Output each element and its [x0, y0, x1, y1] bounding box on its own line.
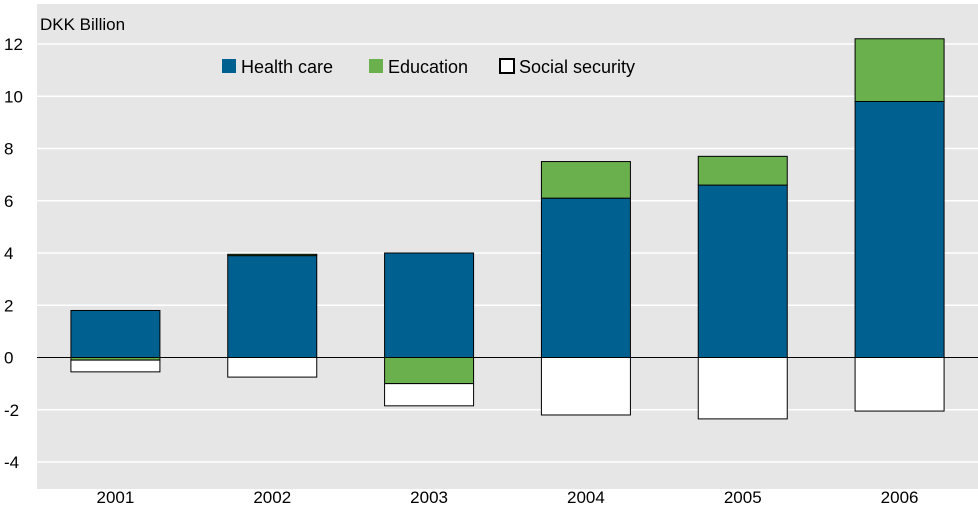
legend-label: Education: [388, 57, 468, 77]
bar-social-security-2006: [854, 357, 945, 412]
y-tick-label: -4: [4, 453, 19, 472]
bar-health-care-2001: [70, 309, 161, 359]
bar-social-security-2004: [540, 357, 631, 416]
y-tick-label: 0: [4, 349, 13, 368]
y-axis-ticks: -4 -2 0 2 4 6 8 10 12: [4, 35, 23, 472]
x-tick-label: 2001: [97, 488, 135, 507]
bar-health-care-2004: [540, 197, 631, 358]
y-tick-label: 4: [4, 244, 13, 263]
bar-health-care-2002: [227, 255, 318, 358]
legend-swatch: [369, 59, 383, 73]
plot-area: [37, 4, 978, 489]
legend-label: Health care: [241, 57, 333, 77]
bar-education-2002: [227, 253, 318, 257]
legend-swatch: [222, 59, 236, 73]
bar-education-2005: [697, 155, 788, 186]
x-tick-label: 2003: [410, 488, 448, 507]
x-axis-ticks: 2001 2002 2003 2004 2005 2006: [97, 488, 919, 507]
bar-education-2004: [540, 161, 631, 199]
x-tick-label: 2004: [567, 488, 605, 507]
y-tick-label: 8: [4, 140, 13, 159]
bar-education-2006: [854, 38, 945, 102]
bar-health-care-2005: [697, 184, 788, 358]
y-tick-label: 12: [4, 35, 23, 54]
bar-health-care-2006: [854, 100, 945, 358]
y-tick-label: -2: [4, 401, 19, 420]
gridlines: [37, 43, 978, 463]
legend: Health care Education Social security: [222, 57, 635, 77]
x-tick-label: 2002: [253, 488, 291, 507]
x-tick-label: 2006: [881, 488, 919, 507]
bar-social-security-2005: [697, 357, 788, 420]
y-tick-label: 6: [4, 192, 13, 211]
bar-social-security-2001: [70, 359, 161, 373]
y-tick-label: 10: [4, 87, 23, 106]
x-tick-label: 2005: [724, 488, 762, 507]
bar-social-security-2003: [384, 383, 475, 407]
legend-label: Social security: [519, 57, 635, 77]
y-tick-label: 2: [4, 296, 13, 315]
bar-education-2003: [384, 357, 475, 385]
bar-social-security-2002: [227, 357, 318, 378]
y-axis-label: DKK Billion: [40, 15, 125, 34]
bar-health-care-2003: [384, 252, 475, 358]
legend-swatch: [499, 58, 515, 74]
bars-group: [70, 38, 945, 420]
